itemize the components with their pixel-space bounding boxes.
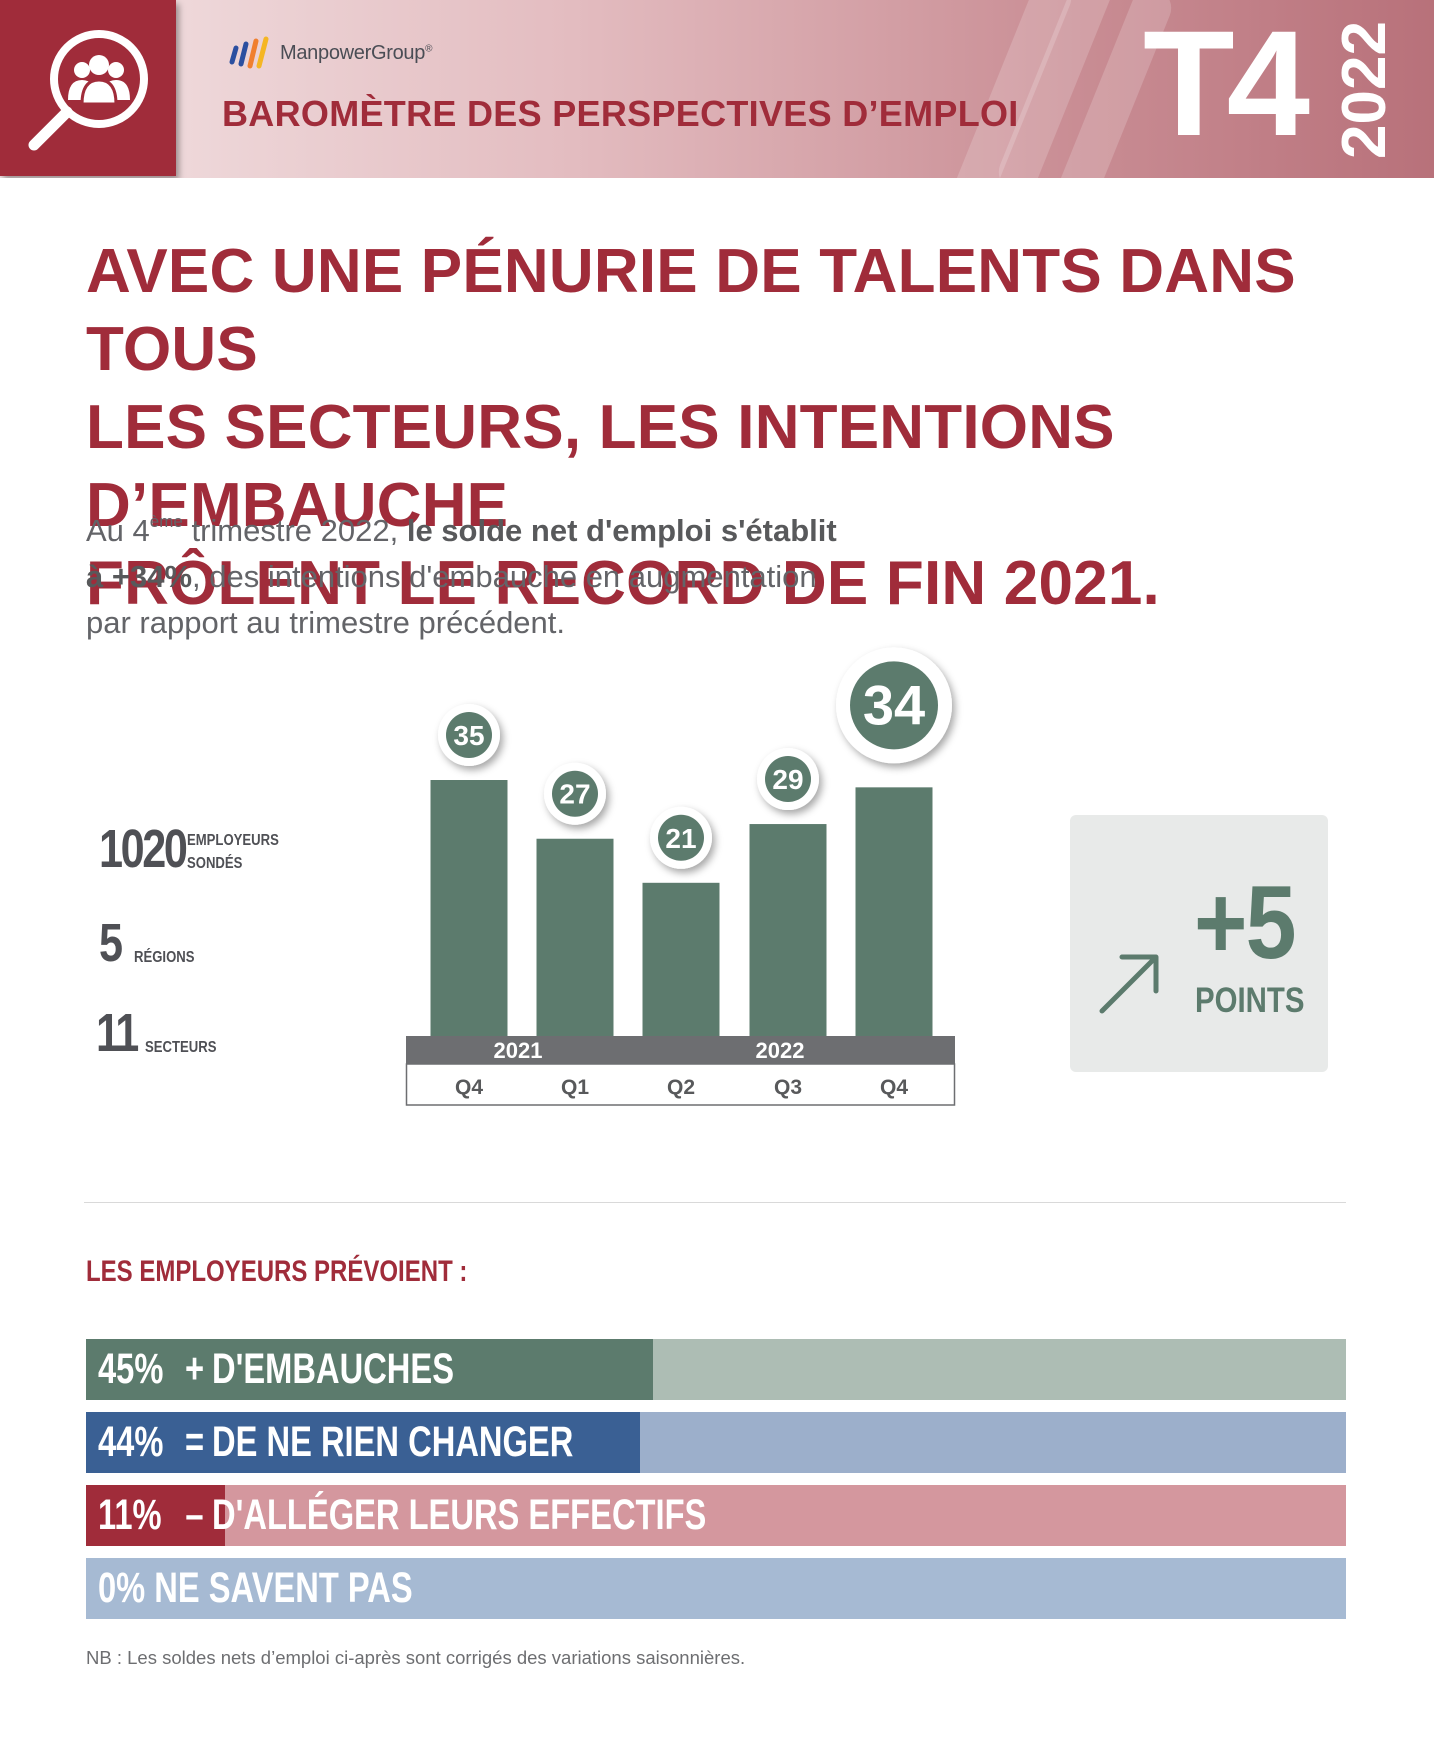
axis-quarter-band xyxy=(405,1063,956,1106)
change-value: +5 xyxy=(1194,865,1297,981)
data-label: 21 xyxy=(665,823,696,854)
axis-tick-label: Q4 xyxy=(880,1076,908,1099)
chart-bar xyxy=(855,787,933,1037)
plan-row-unknown: 0% NE SAVENT PAS xyxy=(86,1558,1346,1619)
value-bubble xyxy=(765,756,811,803)
stat-regions: 5 RÉGIONS xyxy=(99,916,208,970)
plan-sign: + xyxy=(184,1345,205,1393)
data-label: 35 xyxy=(453,720,484,751)
stat-employers: 1020 EMPLOYEURS SONDÉS xyxy=(99,822,299,876)
axis-tick-label: Q3 xyxy=(774,1076,802,1099)
chart-bar xyxy=(430,780,508,1037)
value-bubble xyxy=(658,814,704,861)
value-bubble xyxy=(552,770,598,817)
plan-category: DE NE RIEN CHANGER xyxy=(212,1418,574,1466)
quarter-label: T4 xyxy=(1143,0,1310,167)
headline-line: AVEC UNE PÉNURIE DE TALENTS DANS TOUS xyxy=(86,237,1296,384)
axis-group-label: 2022 xyxy=(756,1038,805,1063)
plan-fill xyxy=(86,1412,641,1473)
plan-category: D'ALLÉGER LEURS EFFECTIFS xyxy=(212,1491,707,1539)
stat-label: SECTEURS xyxy=(145,1039,217,1056)
plan-label: 45% + D'EMBAUCHES xyxy=(98,1339,454,1400)
plan-percent: 11% xyxy=(98,1491,162,1539)
year-label: 2022 xyxy=(1330,21,1399,159)
change-panel: +5 POINTS xyxy=(1070,815,1328,1072)
net-employment-chart: 35 27 21 29 34 2021 2022 Q4 Q1 Q2 Q3 Q4 xyxy=(405,647,956,1106)
plan-percent: 44% xyxy=(98,1418,164,1466)
magnifier-people-icon xyxy=(28,30,148,151)
plan-label: 0% NE SAVENT PAS xyxy=(98,1558,413,1619)
headline-line: FRÔLENT LE RECORD DE FIN 2021. xyxy=(86,549,1160,618)
chart-bar xyxy=(642,882,720,1037)
data-label: 34 xyxy=(863,673,925,736)
arrow-up-right-icon xyxy=(1099,954,1159,1014)
plan-track xyxy=(86,1485,1346,1546)
stat-label: RÉGIONS xyxy=(134,949,195,966)
plan-fill xyxy=(86,1339,653,1400)
data-label: 29 xyxy=(772,764,803,795)
logo-badge xyxy=(0,0,176,176)
plan-category: NE SAVENT PAS xyxy=(154,1564,413,1612)
stat-label: EMPLOYEURS SONDÉS xyxy=(187,832,279,872)
headline-line: LES SECTEURS, LES INTENTIONS D’EMBAUCHE xyxy=(86,393,1115,540)
plan-percent: 45% xyxy=(98,1345,164,1393)
section-divider xyxy=(84,1202,1346,1203)
header-banner: ManpowerGroup® BAROMÈTRE DES PERSPECTIVE… xyxy=(0,0,1434,178)
manpower-mark-icon xyxy=(229,36,269,69)
brand-name: ManpowerGroup® xyxy=(280,41,433,64)
brand-logo: ManpowerGroup® xyxy=(228,36,432,70)
stat-value: 5 xyxy=(99,913,123,973)
plan-fill xyxy=(86,1485,225,1546)
axis-tick-label: Q1 xyxy=(561,1076,589,1099)
stat-sectors: 11 SECTEURS xyxy=(96,1006,232,1060)
stat-value: 1020 xyxy=(99,819,188,879)
chart-bar xyxy=(536,838,614,1037)
plan-sign: – xyxy=(185,1491,204,1539)
intro-paragraph: Au 4ème trimestre 2022, le solde net d'e… xyxy=(86,512,837,640)
value-bubble xyxy=(446,712,492,758)
plan-track xyxy=(86,1558,1346,1619)
plan-percent: 0% xyxy=(98,1564,146,1612)
axis-tick-label: Q4 xyxy=(455,1076,483,1099)
plan-row-hire: 45% + D'EMBAUCHES xyxy=(86,1339,1346,1400)
plan-category: D'EMBAUCHES xyxy=(212,1345,454,1393)
axis-year-band xyxy=(406,1036,955,1064)
axis-tick-label: Q2 xyxy=(667,1076,695,1099)
plan-row-reduce: 11% – D'ALLÉGER LEURS EFFECTIFS xyxy=(86,1485,1346,1546)
change-unit: POINTS xyxy=(1195,981,1305,1020)
stat-value: 11 xyxy=(96,1003,139,1063)
report-title: BAROMÈTRE DES PERSPECTIVES D’EMPLOI xyxy=(222,93,1019,134)
plan-label: 44% = DE NE RIEN CHANGER xyxy=(98,1412,573,1473)
data-label: 27 xyxy=(559,779,590,810)
plan-label: 11% – D'ALLÉGER LEURS EFFECTIFS xyxy=(98,1485,706,1546)
value-bubble xyxy=(850,661,938,750)
footnote: NB : Les soldes nets d’emploi ci-après s… xyxy=(86,1647,746,1668)
plans-heading: LES EMPLOYEURS PRÉVOIENT : xyxy=(86,1255,468,1288)
plan-sign: = xyxy=(184,1418,205,1466)
axis-group-label: 2021 xyxy=(494,1038,543,1063)
plan-row-stable: 44% = DE NE RIEN CHANGER xyxy=(86,1412,1346,1473)
headline: AVEC UNE PÉNURIE DE TALENTS DANS TOUS LE… xyxy=(86,233,1386,623)
chart-bar xyxy=(749,824,827,1037)
